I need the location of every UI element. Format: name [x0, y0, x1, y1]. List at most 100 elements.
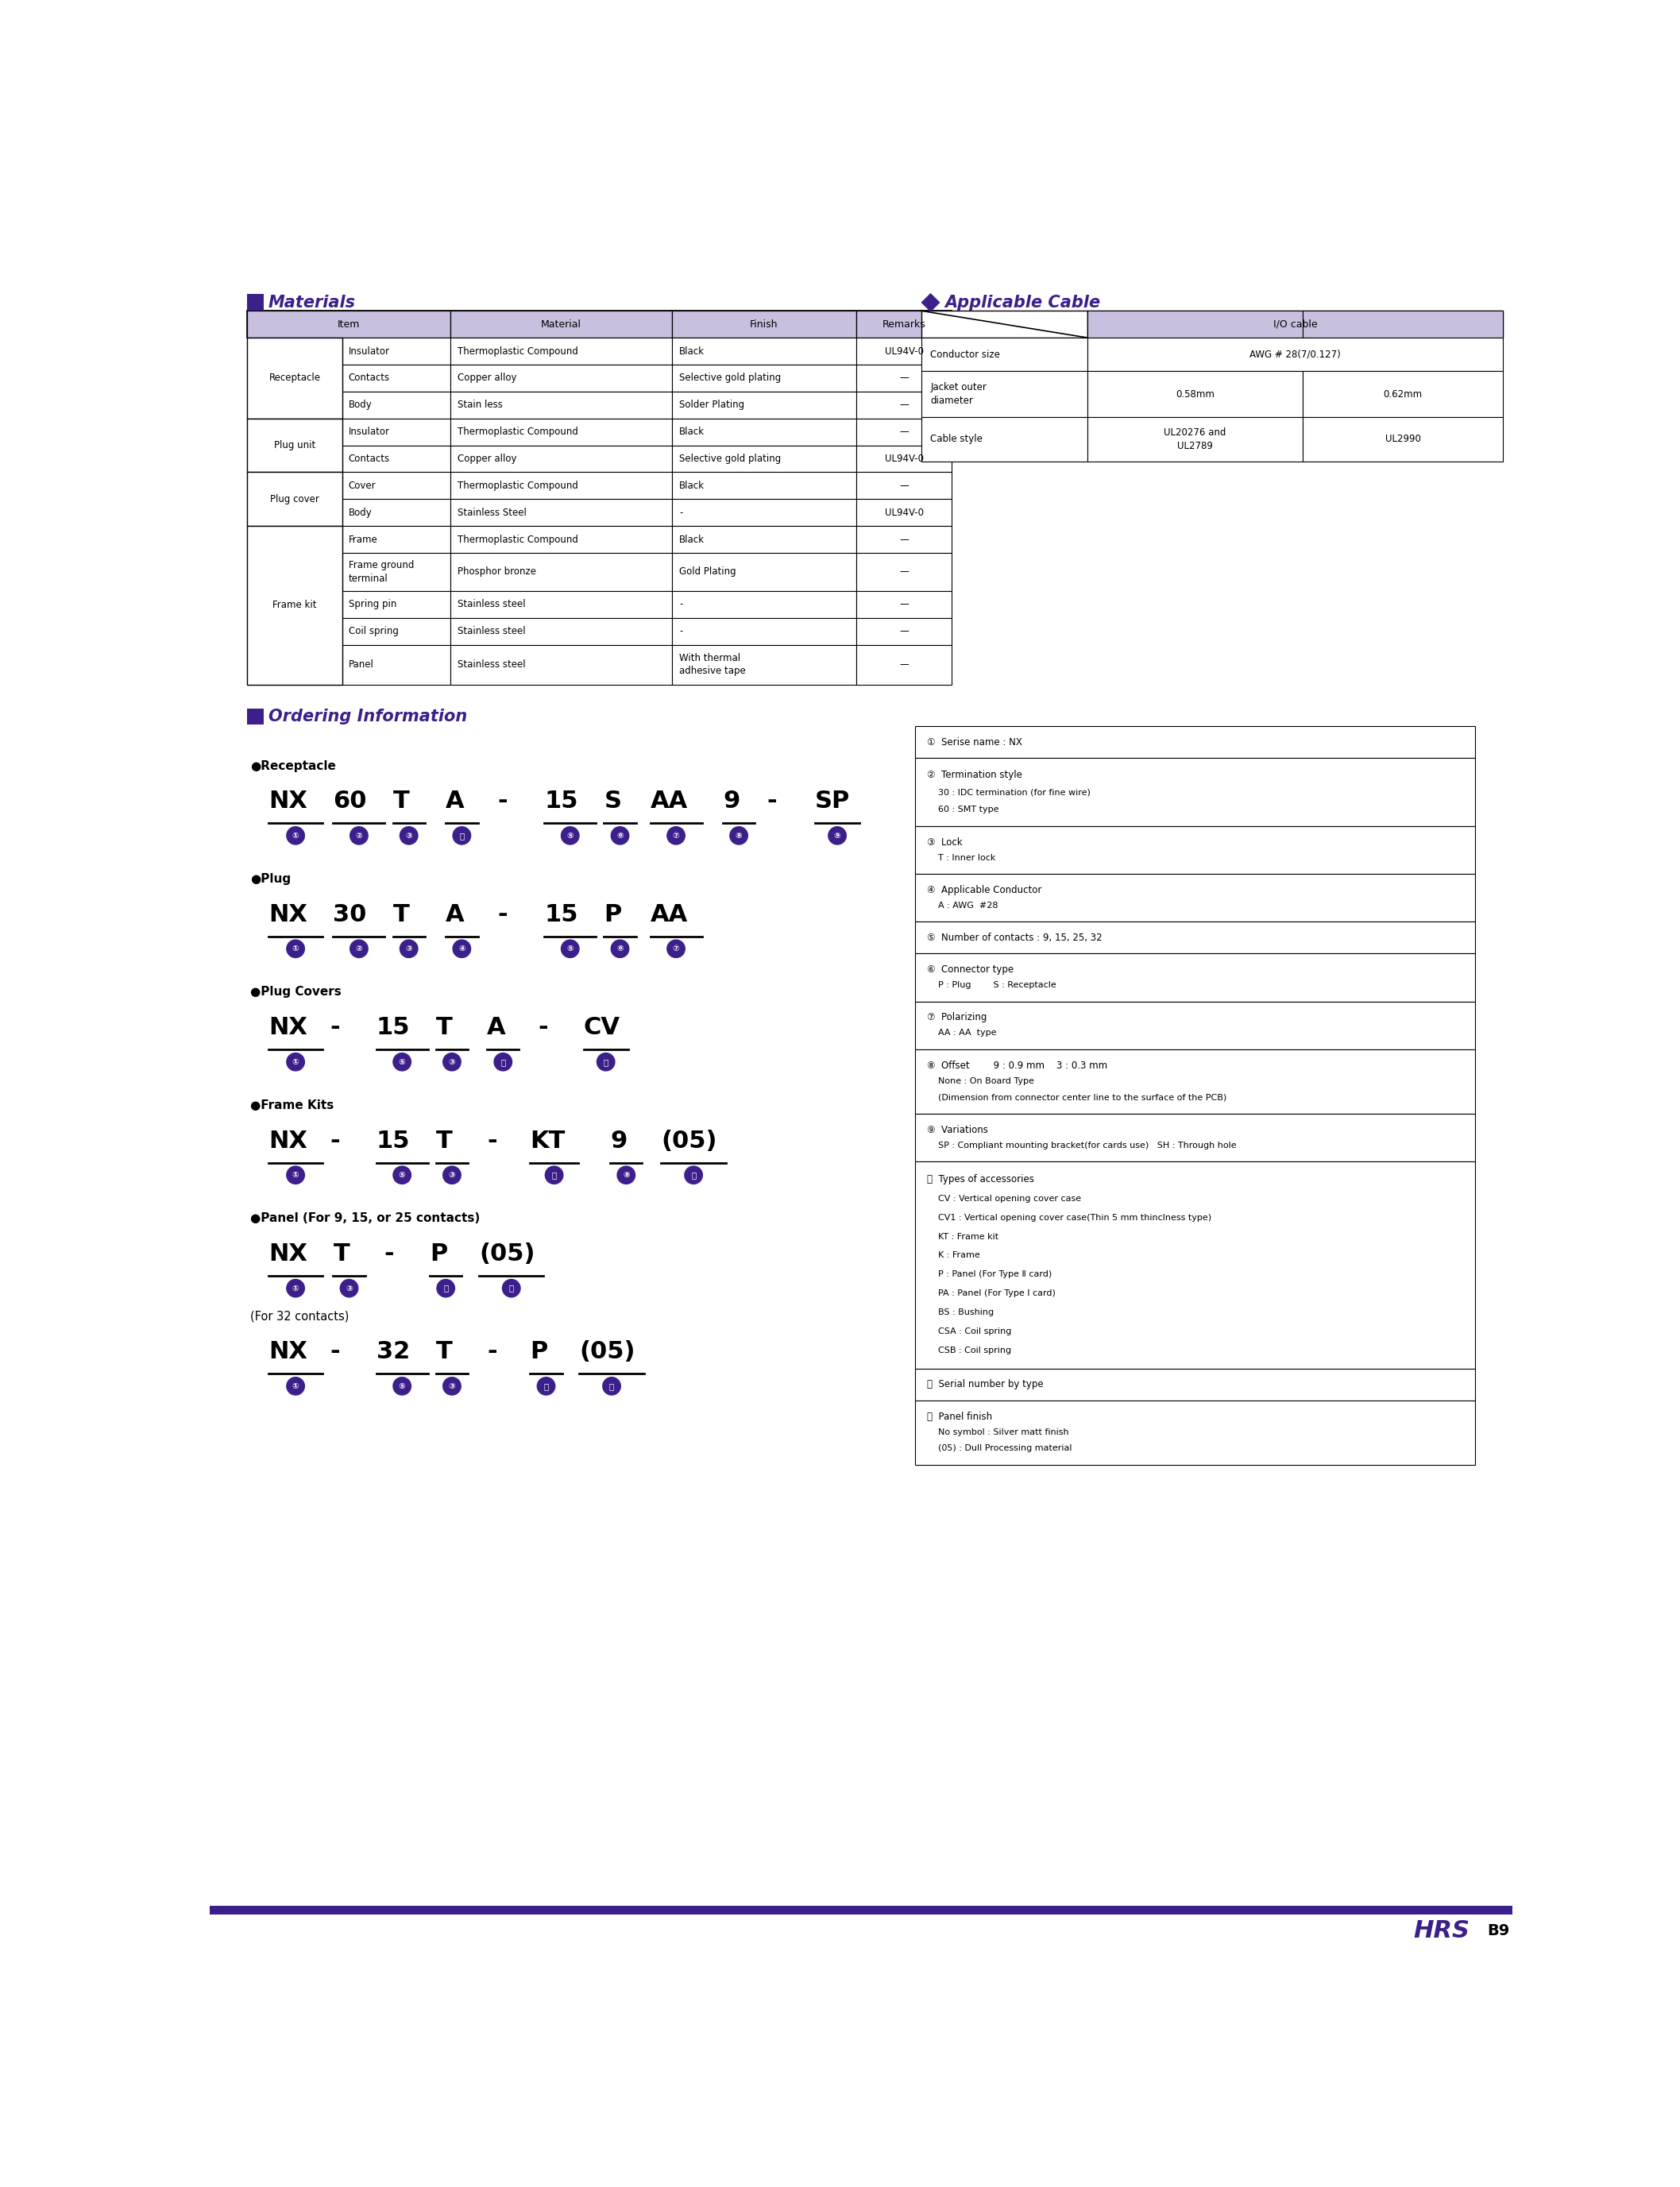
FancyBboxPatch shape: [857, 311, 953, 337]
Text: —: —: [899, 374, 909, 383]
FancyBboxPatch shape: [1087, 418, 1302, 461]
FancyBboxPatch shape: [343, 337, 450, 365]
Text: CV : Vertical opening cover case: CV : Vertical opening cover case: [927, 1194, 1082, 1203]
Circle shape: [617, 1166, 635, 1183]
Text: 30: 30: [333, 903, 366, 925]
Circle shape: [612, 940, 628, 958]
Circle shape: [454, 940, 470, 958]
Text: —: —: [899, 660, 909, 669]
Text: (05): (05): [580, 1341, 635, 1363]
FancyBboxPatch shape: [921, 337, 1087, 372]
Text: Coil spring: Coil spring: [348, 625, 398, 636]
Text: T: T: [393, 903, 410, 925]
Circle shape: [667, 827, 685, 844]
Circle shape: [828, 827, 847, 844]
Text: HRS: HRS: [1413, 1918, 1470, 1942]
Text: ⑱: ⑱: [610, 1382, 615, 1391]
Text: Applicable Cable: Applicable Cable: [944, 295, 1100, 311]
Circle shape: [393, 1166, 412, 1183]
Circle shape: [400, 827, 418, 844]
FancyBboxPatch shape: [450, 527, 672, 553]
FancyBboxPatch shape: [343, 472, 450, 499]
FancyBboxPatch shape: [916, 875, 1475, 923]
Text: Receptacle: Receptacle: [269, 374, 321, 383]
Text: Material: Material: [541, 319, 581, 330]
FancyBboxPatch shape: [450, 553, 672, 590]
Text: ①: ①: [292, 1284, 299, 1293]
Text: —: —: [899, 599, 909, 610]
Text: Copper alloy: Copper alloy: [457, 374, 517, 383]
Text: —: —: [899, 426, 909, 437]
Text: ⑤: ⑤: [566, 945, 573, 954]
Text: Frame: Frame: [348, 534, 378, 545]
Text: ●Receptacle: ●Receptacle: [250, 759, 336, 772]
Text: 15: 15: [376, 1017, 410, 1039]
Text: Black: Black: [679, 534, 704, 545]
Text: NX: NX: [269, 1242, 307, 1266]
FancyBboxPatch shape: [247, 418, 343, 446]
FancyBboxPatch shape: [343, 499, 450, 527]
Text: SP : Compliant mounting bracket(for cards use)   SH : Through hole: SP : Compliant mounting bracket(for card…: [927, 1142, 1236, 1150]
Circle shape: [287, 1279, 304, 1297]
Text: Spring pin: Spring pin: [348, 599, 396, 610]
Circle shape: [287, 1054, 304, 1072]
Text: ⑱: ⑱: [690, 1170, 696, 1179]
Text: ①: ①: [292, 945, 299, 954]
Text: UL2990: UL2990: [1384, 433, 1421, 444]
Text: CV: CV: [583, 1017, 620, 1039]
Text: AA : AA  type: AA : AA type: [927, 1028, 996, 1037]
Text: ②: ②: [356, 831, 363, 840]
FancyBboxPatch shape: [672, 619, 857, 645]
Text: NX: NX: [269, 1128, 307, 1153]
FancyBboxPatch shape: [450, 619, 672, 645]
Text: Black: Black: [679, 346, 704, 356]
FancyBboxPatch shape: [450, 391, 672, 418]
Text: Selective gold plating: Selective gold plating: [679, 374, 781, 383]
Text: ②  Termination style: ② Termination style: [927, 770, 1023, 781]
Text: —: —: [899, 625, 909, 636]
FancyBboxPatch shape: [857, 619, 953, 645]
Text: P: P: [430, 1242, 447, 1266]
Text: UL94V-0: UL94V-0: [885, 453, 924, 464]
Circle shape: [339, 1279, 358, 1297]
Text: 15: 15: [376, 1128, 410, 1153]
Text: Jacket outer
diameter: Jacket outer diameter: [931, 383, 986, 407]
FancyBboxPatch shape: [247, 446, 343, 472]
Text: ⑪: ⑪: [459, 831, 464, 840]
Text: ①: ①: [292, 1382, 299, 1391]
Text: Thermoplastic Compound: Thermoplastic Compound: [457, 426, 578, 437]
FancyBboxPatch shape: [343, 619, 450, 645]
Text: ③: ③: [405, 831, 412, 840]
Text: ⑱  Panel finish: ⑱ Panel finish: [927, 1411, 993, 1422]
FancyBboxPatch shape: [247, 391, 343, 418]
FancyBboxPatch shape: [672, 337, 857, 365]
Circle shape: [538, 1378, 554, 1395]
FancyBboxPatch shape: [857, 553, 953, 590]
Text: Panel: Panel: [348, 660, 375, 669]
Text: 60: 60: [333, 790, 366, 814]
Text: I/O cable: I/O cable: [1273, 319, 1317, 330]
Text: Stain less: Stain less: [457, 400, 502, 411]
FancyBboxPatch shape: [672, 527, 857, 553]
Text: (Dimension from connector center line to the surface of the PCB): (Dimension from connector center line to…: [927, 1094, 1226, 1102]
Text: ⑧: ⑧: [623, 1170, 630, 1179]
Text: -: -: [497, 903, 507, 925]
Text: ⑤: ⑤: [398, 1382, 405, 1391]
Text: —: —: [899, 400, 909, 411]
Text: Cover: Cover: [348, 481, 376, 490]
Text: -: -: [679, 625, 682, 636]
Text: A: A: [445, 790, 465, 814]
Text: Thermoplastic Compound: Thermoplastic Compound: [457, 534, 578, 545]
FancyBboxPatch shape: [857, 365, 953, 391]
Text: P : Panel (For Type Ⅱ card): P : Panel (For Type Ⅱ card): [927, 1271, 1052, 1279]
FancyBboxPatch shape: [1087, 311, 1504, 337]
Text: -: -: [329, 1017, 339, 1039]
Text: ①  Serise name : NX: ① Serise name : NX: [927, 737, 1023, 748]
FancyBboxPatch shape: [343, 418, 450, 446]
FancyBboxPatch shape: [450, 590, 672, 619]
Text: ①: ①: [292, 831, 299, 840]
Text: A : AWG  #28: A : AWG #28: [927, 901, 998, 910]
Text: A: A: [445, 903, 465, 925]
Text: Thermoplastic Compound: Thermoplastic Compound: [457, 346, 578, 356]
Text: BS : Bushing: BS : Bushing: [927, 1308, 995, 1317]
